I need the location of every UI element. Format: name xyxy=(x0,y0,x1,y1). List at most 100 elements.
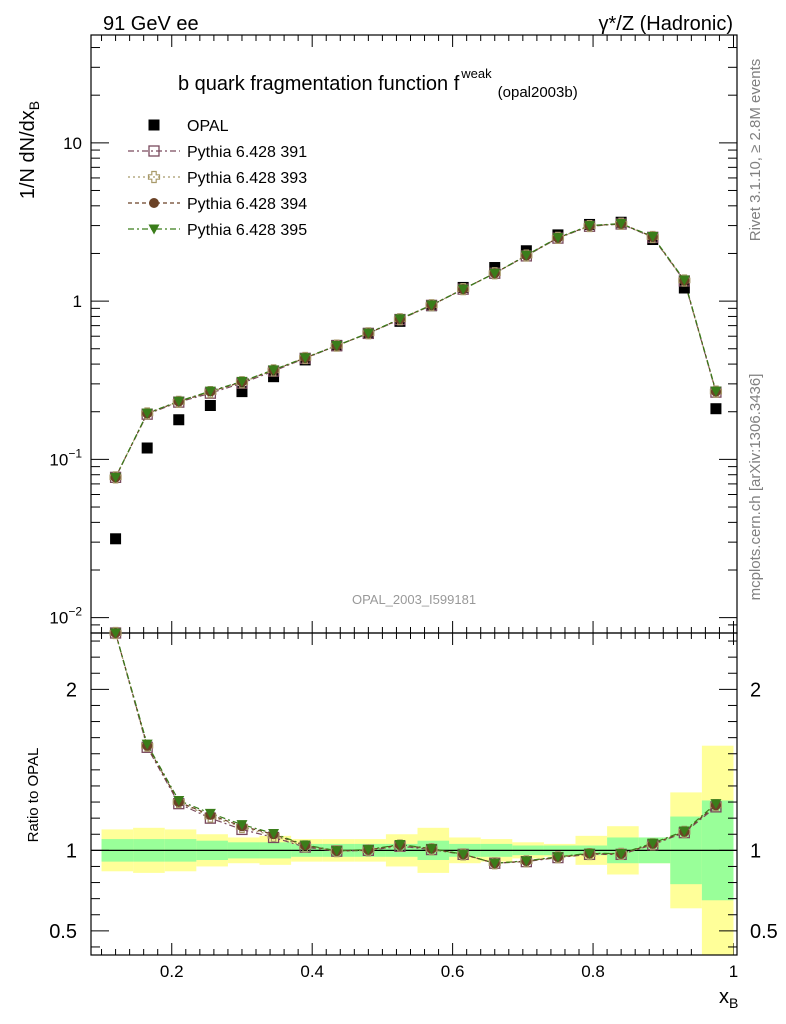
x-axis-label-sub: B xyxy=(729,995,738,1011)
ratio-plot-area xyxy=(90,632,738,956)
y-tick-label-exp: −2 xyxy=(68,605,82,619)
ratio-point xyxy=(110,628,122,639)
x-tick-label: 0.8 xyxy=(581,962,605,981)
x-tick-label: 0.4 xyxy=(300,962,324,981)
legend-marker xyxy=(149,198,159,208)
y-tick-label: 10−2 xyxy=(49,605,82,628)
data-point-mc xyxy=(457,284,469,295)
ratio-point xyxy=(268,828,280,839)
data-point-opal xyxy=(204,399,216,411)
data-point-mc xyxy=(110,472,122,483)
x-tick-label: 0.6 xyxy=(441,962,465,981)
ratio-axis-label: Ratio to OPAL xyxy=(25,748,42,843)
legend: OPAL Pythia 6.428 391 Pythia 6.428 393 Pyth… xyxy=(128,118,307,239)
header-left-label: 91 GeV ee xyxy=(103,13,199,35)
data-point-opal xyxy=(710,403,722,415)
data-point-opal xyxy=(678,282,690,294)
header-right-label: γ*/Z (Hadronic) xyxy=(599,13,733,35)
data-point-mc xyxy=(204,386,216,397)
ratio-point xyxy=(710,799,722,810)
series-line xyxy=(115,222,717,478)
legend-label: Pythia 6.428 394 xyxy=(187,196,307,213)
ratio-point xyxy=(236,820,248,831)
ratio-point xyxy=(552,852,564,863)
chart-title-sub: (opal2003b) xyxy=(498,84,578,101)
ratio-point xyxy=(299,840,311,851)
data-point-mc xyxy=(173,396,185,407)
data-point-mc xyxy=(678,275,690,286)
data-point-mc xyxy=(710,386,722,397)
y-tick-label: 10−1 xyxy=(49,446,82,469)
ratio-point xyxy=(204,808,216,819)
y-tick-label-base: 10 xyxy=(49,609,68,628)
ratio-point xyxy=(678,826,690,837)
rivet-version-label: Rivet 3.1.10, ≥ 2.8M events xyxy=(747,59,764,242)
legend-marker xyxy=(147,170,161,184)
data-point-mc xyxy=(520,250,532,261)
data-point-mc xyxy=(552,233,564,244)
ratio-point xyxy=(173,795,185,806)
ratio-point xyxy=(615,849,627,860)
data-point-opal xyxy=(173,414,185,426)
data-point-mc xyxy=(489,268,501,279)
data-point-mc xyxy=(236,376,248,387)
data-point-mc xyxy=(141,408,153,419)
chart-title: b quark fragmentation function f weak (opa… xyxy=(178,66,578,101)
mcplots-label: mcplots.cern.ch [arXiv:1306.3436] xyxy=(747,374,764,601)
ratio-point xyxy=(394,840,406,851)
analysis-watermark: OPAL_2003_I599181 xyxy=(352,592,476,607)
data-point-opal xyxy=(141,442,153,454)
x-axis-label-main: x xyxy=(719,986,729,1008)
data-point-opal xyxy=(236,386,248,398)
chart-title-sup: weak xyxy=(460,66,492,81)
y-tick-label: 1 xyxy=(73,292,82,311)
data-point-mc xyxy=(615,219,627,230)
ratio-point xyxy=(647,838,659,849)
series-line xyxy=(115,223,717,478)
data-point-mc xyxy=(394,314,406,325)
ratio-point xyxy=(141,739,153,750)
x-tick-label: 1 xyxy=(729,962,738,981)
legend-label: Pythia 6.428 395 xyxy=(187,222,307,239)
ratio-point xyxy=(362,845,374,856)
ratio-y-tick-label: 2 xyxy=(66,679,77,701)
y-axis-label-sub: B xyxy=(26,101,42,110)
x-axis-label: xB xyxy=(719,986,738,1011)
data-point-mc xyxy=(299,353,311,364)
ratio-point xyxy=(457,849,469,860)
legend-label: Pythia 6.428 391 xyxy=(187,144,307,161)
y-tick-label: 10 xyxy=(63,134,82,153)
ratio-y-tick-label-right: 2 xyxy=(750,679,761,701)
ratio-point xyxy=(331,846,343,857)
y-axis-label: 1/N dN/dxB xyxy=(17,101,42,199)
ratio-y-tick-label: 1 xyxy=(66,840,77,862)
data-point-mc xyxy=(362,328,374,339)
data-point-mc xyxy=(584,221,596,232)
legend-marker xyxy=(148,224,160,235)
ratio-point xyxy=(584,848,596,859)
data-point-opal xyxy=(110,533,122,545)
data-point-mc xyxy=(647,231,659,242)
legend-label: Pythia 6.428 393 xyxy=(187,170,307,187)
ratio-y-tick-label-right: 1 xyxy=(750,840,761,862)
ratio-y-tick-label-right: 0.5 xyxy=(750,921,778,943)
legend-marker xyxy=(148,119,160,131)
y-axis-label-main: 1/N dN/dx xyxy=(17,110,39,199)
chart-title-main: b quark fragmentation function f xyxy=(178,73,460,95)
ratio-point xyxy=(426,844,438,855)
x-tick-label: 0.2 xyxy=(160,962,184,981)
legend-label: OPAL xyxy=(187,118,229,135)
data-point-mc xyxy=(426,300,438,311)
series-line xyxy=(115,223,717,478)
ratio-y-tick-label: 0.5 xyxy=(49,921,77,943)
series-line xyxy=(115,223,717,478)
ratio-frame xyxy=(90,632,738,956)
y-tick-label-exp: −1 xyxy=(68,446,82,460)
data-point-mc xyxy=(331,341,343,352)
ratio-point xyxy=(489,858,501,869)
y-tick-label-base: 10 xyxy=(49,450,68,469)
legend-marker xyxy=(148,145,160,157)
ratio-point xyxy=(520,856,532,867)
